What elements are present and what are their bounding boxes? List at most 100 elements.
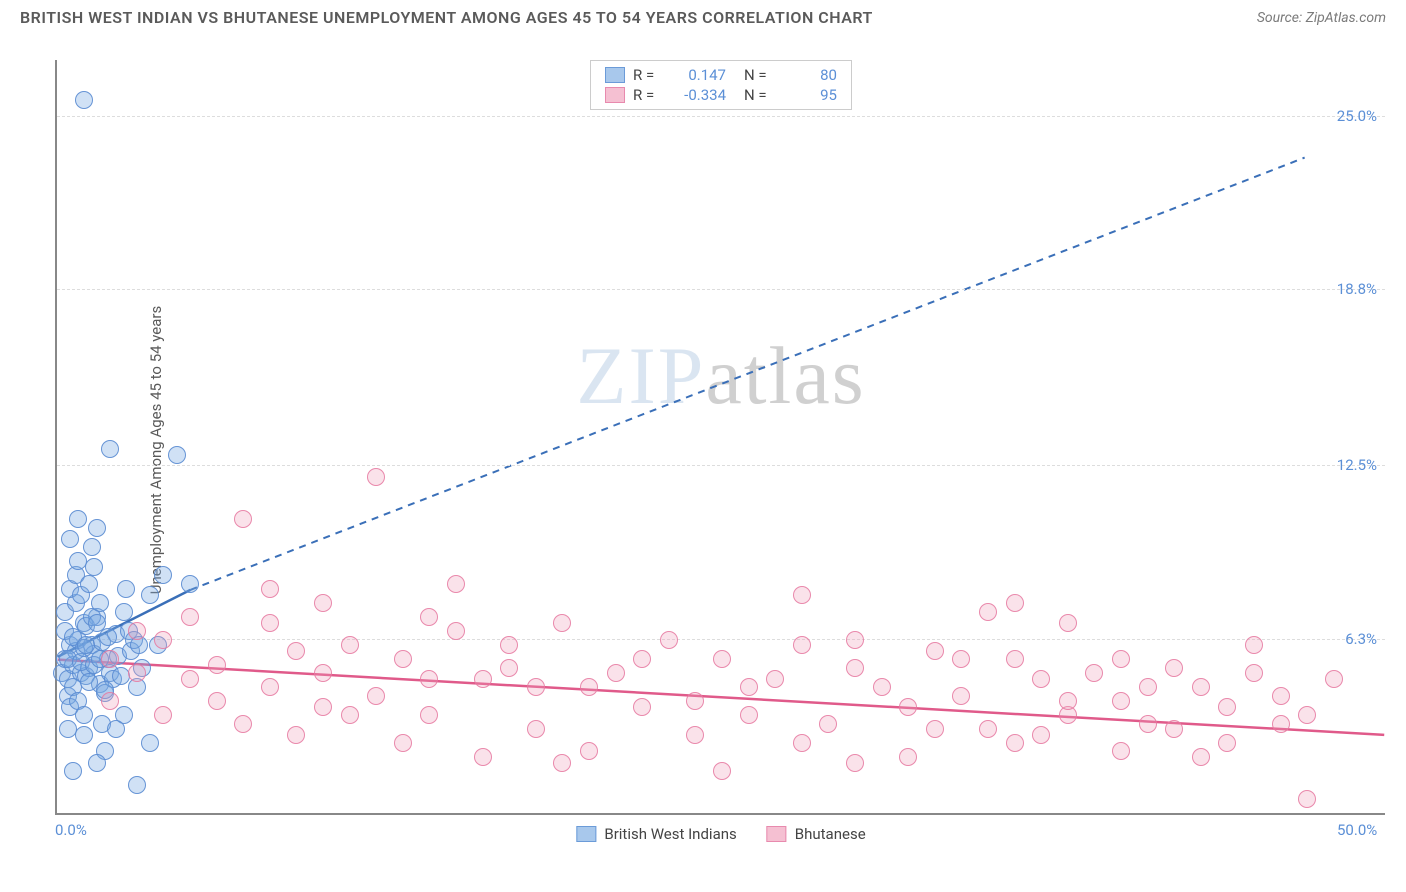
- data-point: [660, 631, 678, 649]
- ytick-label: 25.0%: [1337, 107, 1377, 125]
- data-point: [447, 622, 465, 640]
- data-point: [1112, 742, 1130, 760]
- data-point: [500, 636, 518, 654]
- data-point: [107, 720, 125, 738]
- legend-row-bwi: R = 0.147 N = 80: [605, 65, 837, 85]
- series-legend: British West Indians Bhutanese: [576, 825, 865, 843]
- data-point: [527, 678, 545, 696]
- data-point: [713, 650, 731, 668]
- data-point: [1272, 687, 1290, 705]
- chart-title: BRITISH WEST INDIAN VS BHUTANESE UNEMPLO…: [20, 8, 873, 27]
- data-point: [128, 664, 146, 682]
- data-point: [1165, 659, 1183, 677]
- data-point: [88, 519, 106, 537]
- data-point: [793, 734, 811, 752]
- data-point: [1006, 594, 1024, 612]
- data-point: [500, 659, 518, 677]
- data-point: [75, 91, 93, 109]
- data-point: [314, 594, 332, 612]
- data-point: [846, 659, 864, 677]
- data-point: [1218, 698, 1236, 716]
- data-point: [261, 580, 279, 598]
- data-point: [181, 608, 199, 626]
- data-point: [101, 692, 119, 710]
- data-point: [1006, 734, 1024, 752]
- data-point: [287, 726, 305, 744]
- data-point: [926, 642, 944, 660]
- data-point: [141, 586, 159, 604]
- data-point: [287, 642, 305, 660]
- data-point: [208, 656, 226, 674]
- data-point: [128, 622, 146, 640]
- swatch-bhutanese: [605, 87, 625, 103]
- data-point: [234, 715, 252, 733]
- ytick-label: 18.8%: [1337, 280, 1377, 298]
- trend-lines: [57, 60, 1385, 813]
- legend-item-bwi: British West Indians: [576, 825, 736, 843]
- data-point: [420, 670, 438, 688]
- data-point: [766, 670, 784, 688]
- data-point: [261, 678, 279, 696]
- data-point: [1298, 706, 1316, 724]
- data-point: [686, 692, 704, 710]
- data-point: [83, 538, 101, 556]
- data-point: [740, 706, 758, 724]
- data-point: [952, 650, 970, 668]
- data-point: [846, 631, 864, 649]
- data-point: [59, 720, 77, 738]
- xtick-label: 0.0%: [55, 821, 87, 839]
- data-point: [181, 575, 199, 593]
- data-point: [553, 614, 571, 632]
- chart-header: BRITISH WEST INDIAN VS BHUTANESE UNEMPLO…: [0, 0, 1406, 27]
- data-point: [1245, 636, 1263, 654]
- data-point: [101, 650, 119, 668]
- data-point: [75, 726, 93, 744]
- xtick-label: 50.0%: [1337, 821, 1377, 839]
- data-point: [447, 575, 465, 593]
- data-point: [314, 698, 332, 716]
- ytick-label: 6.3%: [1345, 630, 1377, 648]
- data-point: [154, 706, 172, 724]
- data-point: [117, 580, 135, 598]
- data-point: [420, 706, 438, 724]
- data-point: [64, 762, 82, 780]
- data-point: [899, 698, 917, 716]
- data-point: [1192, 748, 1210, 766]
- data-point: [154, 631, 172, 649]
- data-point: [69, 510, 87, 528]
- gridline: [57, 116, 1385, 117]
- data-point: [1218, 734, 1236, 752]
- data-point: [580, 678, 598, 696]
- correlation-legend: R = 0.147 N = 80 R = -0.334 N = 95: [590, 60, 852, 110]
- data-point: [1165, 720, 1183, 738]
- data-point: [580, 742, 598, 760]
- gridline: [57, 465, 1385, 466]
- data-point: [85, 558, 103, 576]
- data-point: [1112, 692, 1130, 710]
- legend-item-bhutanese: Bhutanese: [767, 825, 866, 843]
- data-point: [979, 720, 997, 738]
- data-point: [1245, 664, 1263, 682]
- data-point: [873, 678, 891, 696]
- data-point: [1032, 726, 1050, 744]
- swatch-bhutanese-icon: [767, 826, 787, 842]
- data-point: [1059, 692, 1077, 710]
- data-point: [740, 678, 758, 696]
- data-point: [846, 754, 864, 772]
- data-point: [168, 446, 186, 464]
- data-point: [819, 715, 837, 733]
- data-point: [1006, 650, 1024, 668]
- data-point: [1059, 614, 1077, 632]
- data-point: [979, 603, 997, 621]
- ytick-label: 12.5%: [1337, 456, 1377, 474]
- legend-row-bhutanese: R = -0.334 N = 95: [605, 85, 837, 105]
- data-point: [101, 440, 119, 458]
- data-point: [394, 734, 412, 752]
- data-point: [420, 608, 438, 626]
- data-point: [141, 734, 159, 752]
- data-point: [527, 720, 545, 738]
- data-point: [1112, 650, 1130, 668]
- data-point: [952, 687, 970, 705]
- data-point: [686, 726, 704, 744]
- data-point: [1139, 678, 1157, 696]
